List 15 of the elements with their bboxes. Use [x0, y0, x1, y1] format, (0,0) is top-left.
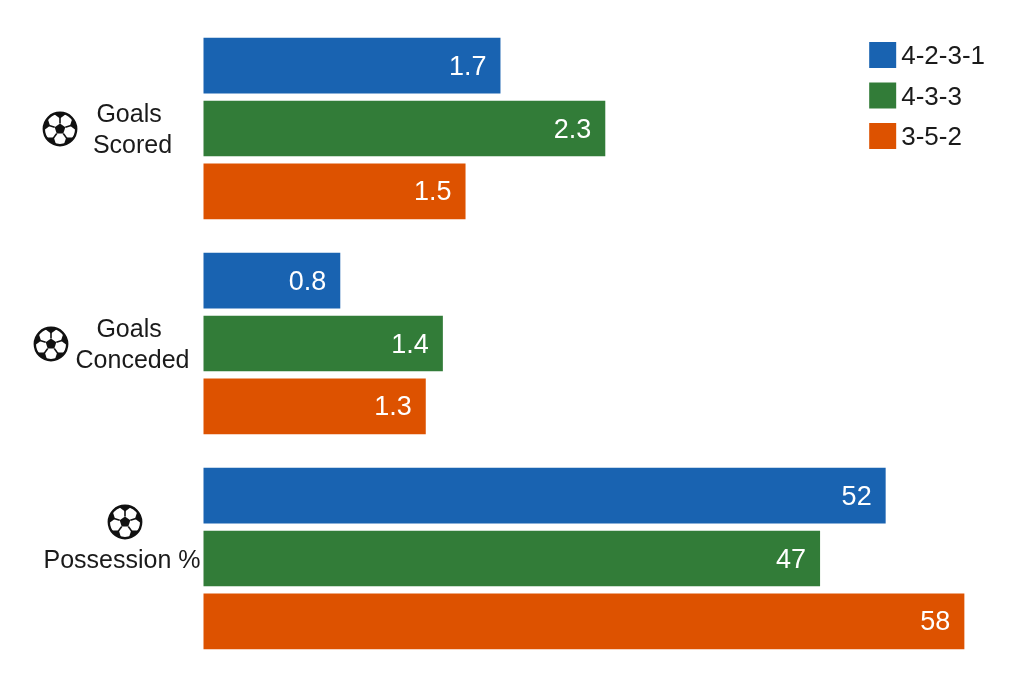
data-label: 58 [920, 606, 951, 637]
data-label: 1.3 [374, 391, 412, 422]
data-label: 2.3 [553, 113, 592, 144]
data-label: 1.7 [448, 50, 487, 81]
data-label: 52 [841, 480, 872, 511]
data-label: 1.4 [391, 328, 429, 359]
legend-label: 4-3-3 [901, 80, 962, 111]
data-label: 1.5 [413, 176, 452, 207]
data-label: 0.8 [288, 265, 327, 296]
legend-label: 3-5-2 [901, 121, 962, 152]
y-tick-label: Goals Conceded [75, 314, 190, 374]
legend-label: 4-2-3-1 [901, 40, 986, 71]
y-tick-label: Possession % [43, 544, 201, 573]
data-label: 47 [776, 543, 807, 574]
y-tick-label: Goals Scored [92, 99, 173, 159]
